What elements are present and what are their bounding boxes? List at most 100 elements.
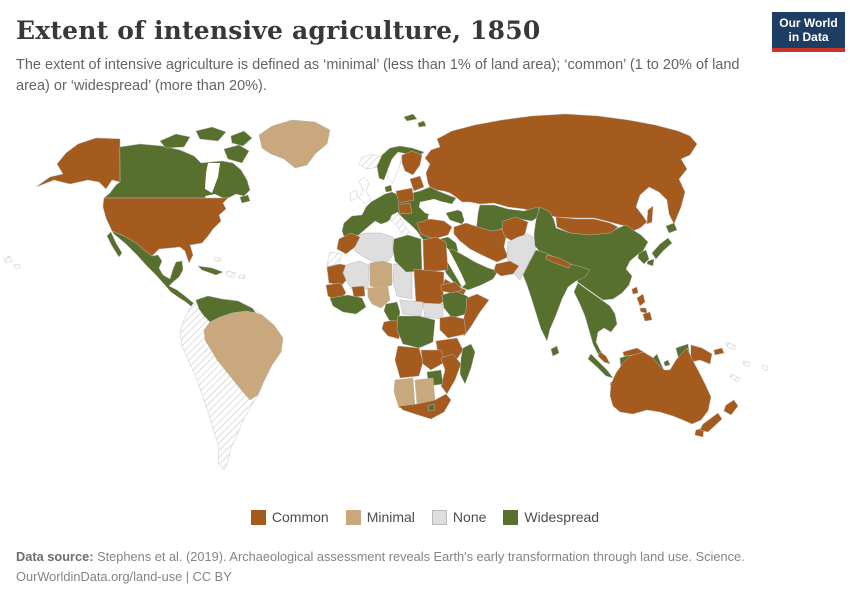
- map-region-mexico-central-america[interactable]: [111, 230, 198, 309]
- map-region-nigeria[interactable]: [367, 286, 391, 309]
- map-region-iran[interactable]: [453, 222, 509, 263]
- map-region-czechia-hungary[interactable]: [397, 202, 413, 215]
- world-choropleth-map: [0, 103, 850, 498]
- map-region-baltic-states[interactable]: [409, 175, 425, 192]
- map-region-oman[interactable]: [493, 260, 520, 277]
- map-region-baja-california[interactable]: [106, 231, 123, 258]
- map-region-japan-hokkaido[interactable]: [665, 222, 678, 234]
- map-region-india[interactable]: [522, 249, 591, 342]
- map-region-cuba[interactable]: [197, 265, 224, 276]
- data-source-label: Data source:: [16, 549, 94, 564]
- legend-swatch-none: [431, 509, 447, 525]
- legend-label-minimal: Minimal: [366, 509, 415, 525]
- chart-subtitle: The extent of intensive agriculture is d…: [16, 57, 740, 95]
- map-region-denmark[interactable]: [384, 184, 393, 193]
- map-region-baffin-island[interactable]: [223, 144, 250, 164]
- map-region-turkey[interactable]: [416, 218, 453, 240]
- map-region-morocco[interactable]: [336, 232, 361, 255]
- attribution-link[interactable]: OurWorldinData.org/land-use | CC BY: [16, 569, 232, 584]
- map-region-new-zealand-south[interactable]: [699, 412, 723, 433]
- map-region-svalbard[interactable]: [403, 113, 418, 122]
- map-region-angola[interactable]: [394, 345, 424, 379]
- map-region-newfoundland[interactable]: [239, 194, 251, 204]
- page-title: Extent of intensive agriculture, 1850: [16, 16, 541, 45]
- map-region-taiwan[interactable]: [631, 286, 639, 295]
- map-region-botswana[interactable]: [414, 377, 436, 405]
- hudson-bay: [205, 163, 220, 193]
- legend-item-common[interactable]: Common: [250, 509, 329, 525]
- map-region-sumatra[interactable]: [587, 353, 614, 379]
- map-region-gabon-congo[interactable]: [381, 319, 402, 340]
- legend-swatch-widespread: [503, 509, 519, 525]
- map-region-canada-arctic-island-3[interactable]: [230, 130, 253, 147]
- map-region-south-sudan[interactable]: [422, 302, 444, 320]
- map-region-sudan[interactable]: [413, 268, 445, 308]
- map-region-svalbard-2[interactable]: [417, 120, 427, 128]
- map-region-papua-new-guinea[interactable]: [690, 344, 713, 365]
- world-map-svg: [3, 113, 769, 471]
- legend-item-none[interactable]: None: [431, 509, 487, 525]
- map-region-canada-arctic-island-2[interactable]: [195, 126, 227, 142]
- map-region-japan-honshu[interactable]: [651, 237, 673, 260]
- map-region-ireland[interactable]: [349, 189, 359, 202]
- map-region-sweden[interactable]: [387, 151, 403, 184]
- legend-label-none: None: [452, 509, 487, 525]
- owid-logo-line1: Our World: [779, 16, 838, 30]
- map-region-egypt[interactable]: [422, 236, 449, 273]
- map-region-dr-congo[interactable]: [396, 315, 436, 349]
- map-region-philippines-visayas[interactable]: [639, 307, 648, 314]
- map-region-new-caledonia-no-data[interactable]: [729, 373, 742, 383]
- legend-label-common: Common: [271, 509, 329, 525]
- map-region-namibia[interactable]: [393, 377, 416, 409]
- legend-label-widespread: Widespread: [524, 509, 600, 525]
- map-region-kenya-uganda[interactable]: [439, 315, 467, 339]
- map-legend: Common Minimal None Widespread: [0, 509, 850, 525]
- map-region-finland[interactable]: [401, 150, 423, 176]
- chart-footer: Data source: Stephens et al. (2019). Arc…: [16, 547, 745, 587]
- map-region-bahamas-no-data[interactable]: [213, 256, 223, 263]
- map-region-south-africa[interactable]: [398, 393, 452, 420]
- map-region-burkina-faso[interactable]: [351, 285, 366, 298]
- map-region-new-britain[interactable]: [713, 347, 725, 356]
- map-region-lesotho[interactable]: [427, 403, 436, 412]
- map-region-solomon-islands-no-data[interactable]: [725, 341, 737, 351]
- map-region-vanuatu-no-data[interactable]: [742, 360, 751, 368]
- map-region-venezuela-guianas[interactable]: [195, 295, 257, 323]
- map-region-greenland[interactable]: [258, 119, 331, 169]
- map-region-poland[interactable]: [395, 187, 415, 204]
- map-region-eritrea[interactable]: [440, 281, 464, 294]
- map-region-australia[interactable]: [609, 347, 712, 425]
- map-region-malaysia[interactable]: [597, 351, 611, 365]
- owid-logo[interactable]: Our World in Data: [772, 12, 845, 52]
- map-region-mozambique[interactable]: [440, 353, 462, 395]
- map-region-hawaii-no-data[interactable]: [3, 255, 13, 264]
- map-region-madagascar[interactable]: [459, 343, 476, 385]
- map-region-somalia[interactable]: [461, 293, 490, 337]
- map-region-philippines-luzon[interactable]: [636, 293, 646, 307]
- map-region-mainland-southeast-asia[interactable]: [573, 282, 618, 357]
- map-region-nepal[interactable]: [545, 254, 572, 269]
- map-region-sri-lanka[interactable]: [550, 345, 560, 357]
- map-region-west-africa-coast[interactable]: [329, 294, 367, 315]
- map-region-niger[interactable]: [369, 260, 393, 290]
- map-region-saudi-arabia[interactable]: [440, 248, 499, 291]
- map-region-puerto-rico-no-data[interactable]: [238, 274, 246, 280]
- map-region-zambia[interactable]: [420, 349, 446, 371]
- map-region-central-african-republic[interactable]: [399, 299, 424, 317]
- legend-item-widespread[interactable]: Widespread: [503, 509, 599, 525]
- map-region-russia-kazakhstan[interactable]: [424, 113, 698, 232]
- map-region-hawaii-no-data-2[interactable]: [13, 263, 21, 269]
- owid-logo-line2: in Data: [788, 30, 829, 44]
- map-region-moluccas[interactable]: [663, 359, 671, 367]
- map-region-korea[interactable]: [637, 249, 650, 265]
- map-region-sakhalin[interactable]: [646, 205, 654, 225]
- map-region-philippines-mindanao[interactable]: [642, 311, 653, 322]
- map-region-new-zealand-north[interactable]: [723, 399, 739, 416]
- map-region-japan-kyushu[interactable]: [646, 258, 655, 267]
- map-region-united-kingdom[interactable]: [358, 176, 372, 205]
- legend-item-minimal[interactable]: Minimal: [345, 509, 415, 525]
- map-region-fiji-no-data[interactable]: [761, 364, 769, 372]
- map-region-canada-arctic-island-1[interactable]: [159, 133, 191, 149]
- map-region-alaska[interactable]: [35, 137, 121, 190]
- map-region-hispaniola-no-data[interactable]: [225, 270, 237, 279]
